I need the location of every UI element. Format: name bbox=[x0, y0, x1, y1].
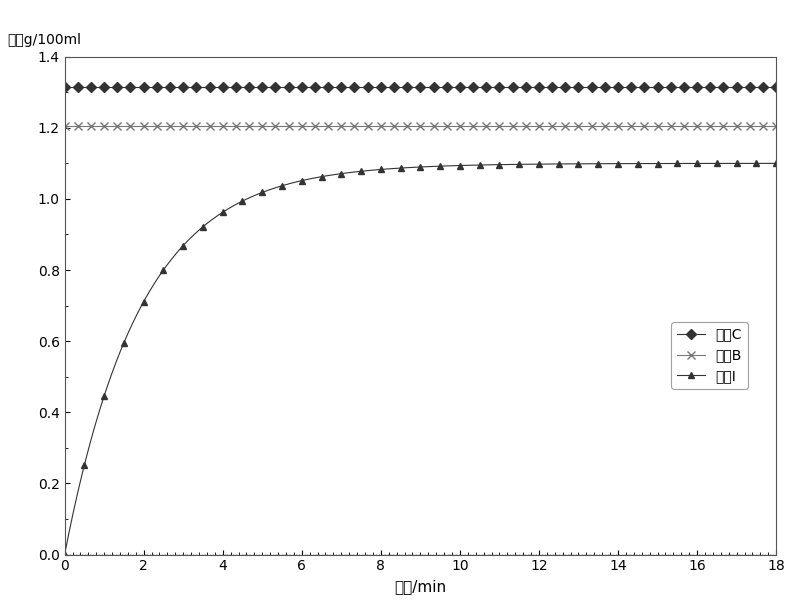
Legend: 晶型C, 晶型B, 晶型I: 晶型C, 晶型B, 晶型I bbox=[671, 322, 748, 389]
Text: 浓度g/100ml: 浓度g/100ml bbox=[8, 33, 82, 47]
X-axis label: 时间/min: 时间/min bbox=[394, 579, 446, 594]
